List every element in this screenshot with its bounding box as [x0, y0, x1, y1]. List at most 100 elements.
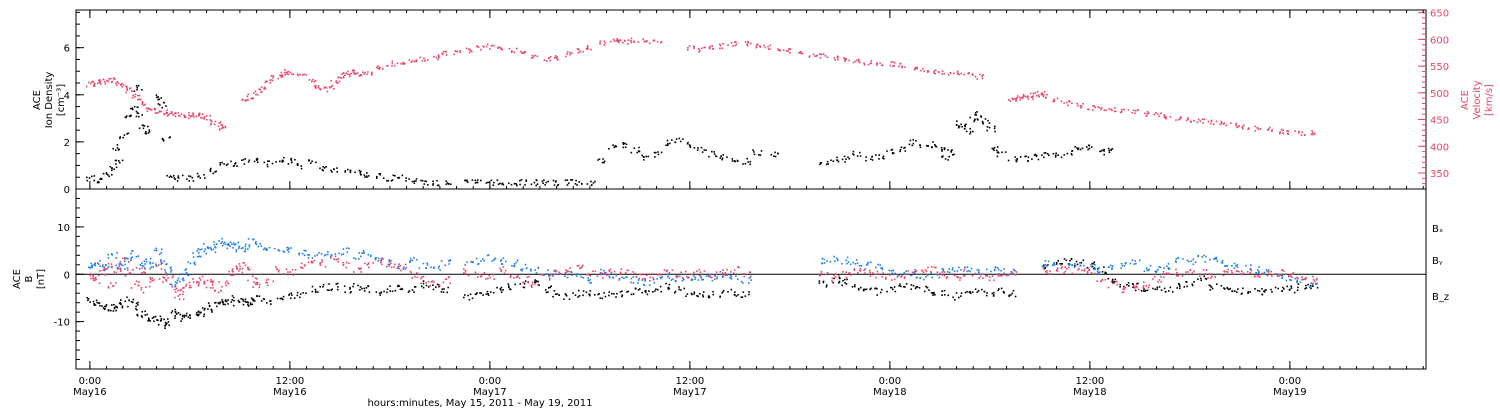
b-point — [919, 274, 929, 281]
velocity-axis-unit: [km/s] — [1484, 84, 1495, 116]
density-point — [919, 144, 929, 148]
velocity-point — [433, 54, 440, 61]
b-point — [340, 247, 350, 256]
velocity-point — [531, 54, 539, 59]
density-point — [830, 156, 840, 163]
time-tick-label: 0:00 — [479, 376, 501, 387]
velocity-point — [652, 39, 663, 44]
density-point — [174, 174, 184, 182]
b-point — [362, 250, 372, 258]
b-point — [442, 276, 452, 284]
b-point — [107, 252, 118, 259]
velocity-point — [777, 48, 785, 52]
b-point — [353, 252, 363, 260]
b-point — [118, 299, 129, 308]
density-point — [420, 179, 429, 186]
b-point — [170, 308, 178, 317]
b-point — [185, 312, 191, 319]
b-point — [1107, 280, 1119, 289]
b-point — [930, 291, 936, 296]
b-point — [1121, 286, 1127, 294]
b-point — [396, 284, 404, 291]
b-point — [153, 315, 163, 322]
b-point — [440, 286, 449, 294]
velocity-point — [253, 90, 263, 96]
density-point — [752, 149, 763, 156]
velocity-point — [203, 114, 212, 121]
density-point — [653, 151, 663, 158]
b-point — [666, 273, 674, 281]
density-point — [986, 125, 996, 133]
velocity-tick-label: 400 — [1430, 142, 1449, 153]
density-axis-label-line2: Ion Density — [44, 72, 55, 129]
b-tick-label: 0 — [64, 270, 70, 281]
b-point — [118, 263, 129, 270]
b-point — [507, 283, 516, 291]
b-point — [89, 273, 96, 280]
b-axis-label-line1: ACE — [12, 269, 23, 289]
b-point — [420, 275, 430, 285]
b-point — [630, 287, 641, 296]
velocity-point — [1286, 130, 1296, 135]
b-point — [553, 269, 562, 276]
b-point — [608, 268, 618, 277]
density-point — [969, 116, 979, 123]
b-point — [520, 263, 528, 272]
b-point — [997, 287, 1005, 294]
density-point — [630, 146, 641, 154]
b-point — [1107, 277, 1117, 284]
velocity-point — [763, 44, 771, 51]
b-point — [675, 271, 684, 279]
b-point — [853, 267, 862, 274]
b-point — [474, 271, 486, 278]
b-point — [140, 285, 151, 294]
b-point — [673, 286, 686, 294]
velocity-point — [941, 70, 952, 76]
density-point — [496, 179, 505, 186]
density-point — [931, 141, 938, 149]
b-point — [1312, 275, 1318, 284]
density-point — [574, 179, 583, 186]
b-point — [209, 280, 214, 289]
b-point — [118, 257, 130, 265]
density-point — [86, 175, 96, 182]
density-axis-label-line1: ACE — [32, 90, 43, 110]
b-point — [124, 268, 134, 277]
velocity-point — [183, 114, 190, 119]
date-tick-label: May16 — [273, 387, 306, 398]
velocity-point — [85, 81, 96, 88]
b-point — [319, 259, 327, 268]
b-point — [898, 283, 908, 288]
b-tick-label: -10 — [54, 318, 70, 329]
b-point — [1254, 288, 1264, 296]
b-point — [238, 298, 247, 306]
density-point — [696, 146, 707, 153]
b-point — [213, 240, 224, 247]
b-point — [157, 259, 168, 266]
velocity-tick-label: 600 — [1430, 35, 1449, 46]
b-point — [107, 305, 117, 312]
b-point — [600, 268, 607, 275]
density-point — [1107, 147, 1114, 154]
density-point — [708, 150, 718, 158]
velocity-point — [698, 46, 706, 53]
velocity-point — [576, 48, 585, 54]
velocity-point — [358, 71, 368, 77]
b-point — [740, 291, 750, 298]
b-point — [652, 276, 663, 284]
b-point — [530, 266, 540, 274]
b-point — [1185, 281, 1195, 288]
velocity-point — [485, 43, 495, 50]
density-point — [622, 142, 628, 149]
b-point — [964, 266, 973, 273]
b-point — [1163, 263, 1171, 270]
b-point — [996, 266, 1005, 275]
b-point — [596, 271, 608, 279]
b-point — [953, 274, 962, 281]
velocity-tick-label: 550 — [1430, 62, 1449, 73]
velocity-point — [599, 40, 607, 46]
b-point — [123, 257, 132, 262]
b-point — [930, 266, 941, 275]
velocity-point — [285, 70, 295, 76]
density-point — [865, 155, 874, 162]
